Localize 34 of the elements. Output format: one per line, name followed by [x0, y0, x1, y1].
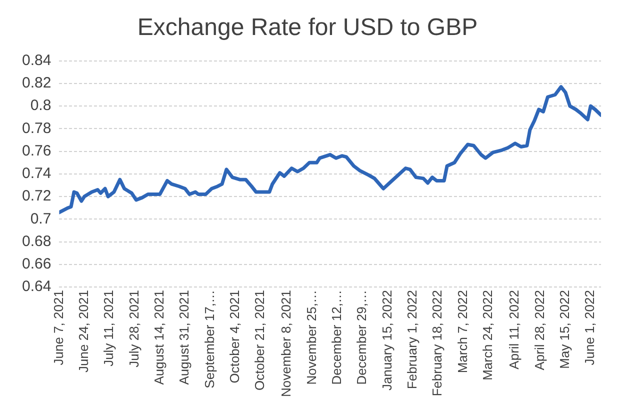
y-tick-label: 0.78	[22, 120, 52, 137]
x-tick-label: June 7, 2021	[50, 290, 66, 366]
x-tick-label: April 28, 2022	[532, 290, 547, 370]
x-tick-label: June 24, 2021	[76, 290, 91, 372]
x-tick-label: August 31, 2021	[176, 290, 192, 385]
y-tick-label: 0.7	[30, 210, 52, 228]
x-tick-label: July 28, 2021	[126, 290, 142, 368]
x-tick-label: September 17,…	[202, 290, 217, 388]
x-tick-label: December 12,…	[329, 290, 344, 385]
y-tick-label: 0.72	[22, 188, 52, 205]
x-tick-label: March 24, 2022	[480, 290, 496, 380]
y-tick-label: 0.74	[22, 165, 52, 182]
y-tick-label: 0.82	[22, 74, 52, 92]
chart-title: Exchange Rate for USD to GBP	[137, 14, 478, 42]
x-tick-label: June 1, 2022	[582, 290, 598, 366]
x-tick-label: August 14, 2021	[151, 290, 166, 385]
y-tick-label: 0.66	[22, 256, 52, 273]
x-tick-label: November 25,…	[304, 290, 319, 385]
x-tick-label: March 7, 2022	[454, 290, 470, 374]
x-tick-label: February 18, 2022	[430, 290, 445, 396]
x-tick-label: January 15, 2022	[379, 290, 394, 391]
x-tick-label: November 8, 2021	[278, 290, 294, 397]
x-tick-label: October 21, 2021	[252, 290, 268, 391]
x-tick-label: July 11, 2021	[101, 290, 116, 366]
y-tick-label: 0.8	[30, 97, 52, 114]
y-tick-label: 0.64	[22, 278, 52, 296]
x-tick-label: December 29,…	[354, 290, 370, 385]
y-tick-label: 0.84	[22, 52, 52, 69]
y-tick-label: 0.76	[22, 142, 52, 160]
x-tick-label: February 1, 2022	[404, 290, 420, 390]
x-tick-label: October 4, 2021	[226, 290, 242, 384]
y-tick-label: 0.68	[22, 232, 52, 250]
x-tick-label: April 11, 2022	[506, 290, 522, 370]
x-tick-label: May 15, 2022	[557, 290, 572, 369]
